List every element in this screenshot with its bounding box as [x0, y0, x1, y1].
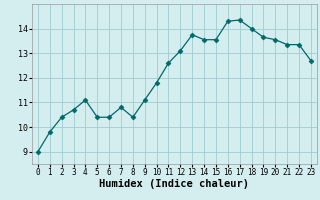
- X-axis label: Humidex (Indice chaleur): Humidex (Indice chaleur): [100, 179, 249, 189]
